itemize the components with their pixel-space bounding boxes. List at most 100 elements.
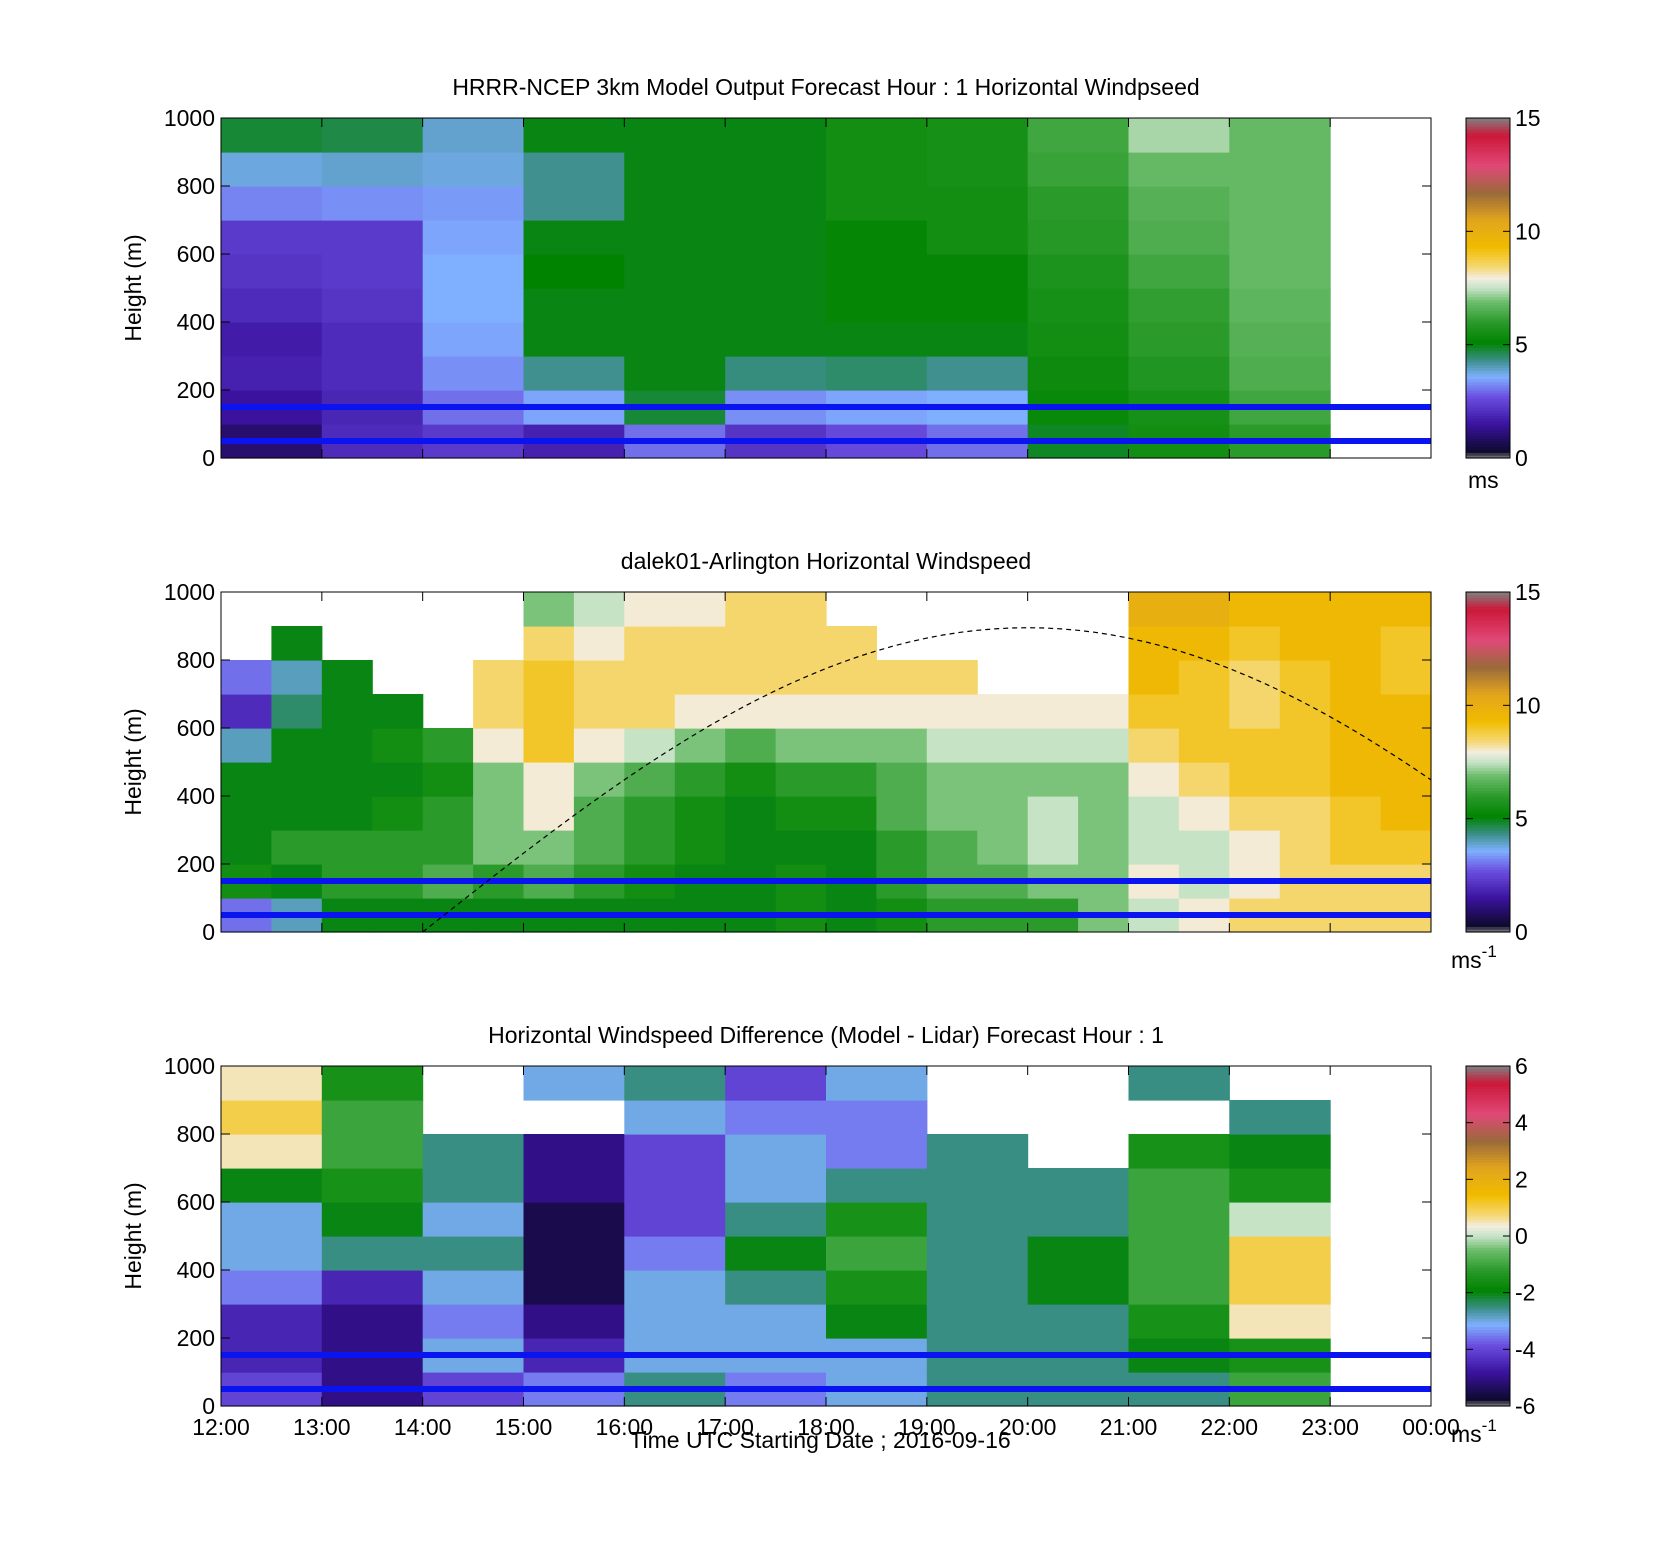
heatmap-cell [523, 592, 575, 627]
colorbar-segment [1466, 787, 1510, 791]
colorbar-segment [1466, 1131, 1510, 1135]
y-tick-label: 200 [177, 1325, 215, 1351]
colorbar-segment [1466, 872, 1510, 876]
heatmap-cell [321, 288, 424, 323]
heatmap-cell [674, 626, 726, 661]
heatmap-cell [1229, 152, 1331, 187]
colorbar-segment [1466, 285, 1510, 289]
heatmap-cell [221, 220, 323, 255]
colorbar-segment [1466, 1074, 1510, 1078]
colorbar-segment [1466, 784, 1510, 789]
colorbar-segment [1466, 407, 1510, 411]
colorbar-segment [1466, 852, 1510, 857]
heatmap-cell [523, 762, 575, 797]
heatmap-cell [321, 1134, 424, 1169]
y-tick-label: 600 [177, 241, 215, 267]
colorbar-segment [1466, 617, 1510, 621]
heatmap-cell [624, 118, 726, 153]
heatmap-cell [977, 728, 1029, 763]
colorbar-segment [1466, 384, 1510, 388]
heatmap-cell [422, 288, 525, 323]
colorbar-segment [1466, 1125, 1510, 1129]
colorbar-segment [1466, 186, 1510, 190]
colorbar-segment [1466, 1196, 1510, 1200]
heatmap-cell [674, 728, 726, 763]
colorbar-segment [1466, 1097, 1510, 1101]
colorbar-segment [1466, 1397, 1510, 1401]
heatmap-cell [1279, 592, 1331, 627]
heatmap-cell [473, 796, 525, 831]
colorbar-segment [1466, 237, 1510, 241]
chart-panel-3: 0 200 400 600 800 1000 12:00 13:00 14:00 15:00 16:… [120, 1022, 1536, 1447]
colorbar-segment [1466, 1304, 1510, 1308]
heatmap-cell [1027, 288, 1130, 323]
colorbar-segment [1466, 344, 1510, 349]
colorbar-segment [1466, 1250, 1510, 1254]
colorbar-segment [1466, 1253, 1510, 1257]
heatmap-cell [624, 152, 726, 187]
y-tick-label: 0 [202, 919, 215, 945]
heatmap-cell [775, 626, 827, 661]
heatmap-cell [1128, 796, 1180, 831]
colorbar-segment [1466, 1088, 1510, 1093]
colorbar-segment [1466, 1100, 1510, 1104]
heatmap-cell [1128, 1304, 1230, 1339]
colorbar-segment [1466, 197, 1510, 201]
heatmap-cell [321, 1270, 424, 1305]
heatmap-cell [1380, 728, 1432, 763]
panel-title: Horizontal Windspeed Difference (Model -… [488, 1022, 1164, 1048]
colorbar-segment [1466, 1360, 1510, 1365]
colorbar-segment [1466, 1080, 1510, 1084]
y-tick-label: 800 [177, 173, 215, 199]
heatmap-cell [321, 796, 373, 831]
heatmap-cell [1128, 322, 1230, 357]
colorbar-segment [1466, 645, 1510, 650]
heatmap-cell [1027, 762, 1079, 797]
colorbar-segment [1466, 424, 1510, 428]
colorbar-segment [1466, 177, 1510, 181]
colorbar-segment [1466, 631, 1510, 636]
colorbar-segment [1466, 358, 1510, 363]
y-tick-label: 1000 [164, 105, 215, 131]
colorbar-segment [1466, 929, 1510, 933]
heatmap-cell [926, 796, 978, 831]
colorbar-segment [1466, 892, 1510, 896]
colorbar-segment [1466, 841, 1510, 845]
colorbar-segment [1466, 813, 1510, 817]
colorbar-segment [1466, 1165, 1510, 1169]
heatmap-cell [725, 660, 777, 695]
heatmap-cell [725, 694, 777, 729]
heatmap-cell [775, 796, 827, 831]
colorbar-segment [1466, 1301, 1510, 1305]
heatmap-cell [321, 1202, 424, 1237]
heatmap-cell [926, 220, 1029, 255]
colorbar-segment [1466, 920, 1510, 925]
colorbar-segment [1466, 900, 1510, 905]
heatmap-cell [473, 830, 525, 865]
colorbar-tick-label: 10 [1515, 218, 1541, 244]
colorbar-segment [1466, 747, 1510, 752]
heatmap-cell [1128, 592, 1180, 627]
heatmap-cell [523, 1134, 625, 1169]
x-tick-label: 17:00 [696, 1414, 754, 1440]
colorbar-segment [1466, 1346, 1510, 1350]
colorbar-segment [1466, 390, 1510, 394]
colorbar-segment [1466, 1145, 1510, 1149]
heatmap-cell [725, 762, 777, 797]
heatmap-cell [1380, 694, 1432, 729]
heatmap-cell [321, 1066, 424, 1101]
colorbar-segment [1466, 375, 1510, 380]
heatmap-cell [876, 728, 928, 763]
panel-title: dalek01-Arlington Horizontal Windspeed [621, 548, 1031, 574]
colorbar-segment [1466, 443, 1510, 448]
heatmap-cell [926, 1134, 1029, 1169]
colorbar-segment [1466, 256, 1510, 261]
colorbar-segment [1466, 1077, 1510, 1081]
colorbar-segment [1466, 1156, 1510, 1161]
colorbar-segment [1466, 832, 1510, 837]
colorbar-segment [1466, 137, 1510, 142]
y-tick-label: 400 [177, 783, 215, 809]
colorbar-segment [1466, 214, 1510, 218]
heatmap-cell [1027, 1202, 1130, 1237]
heatmap-cell [473, 728, 525, 763]
